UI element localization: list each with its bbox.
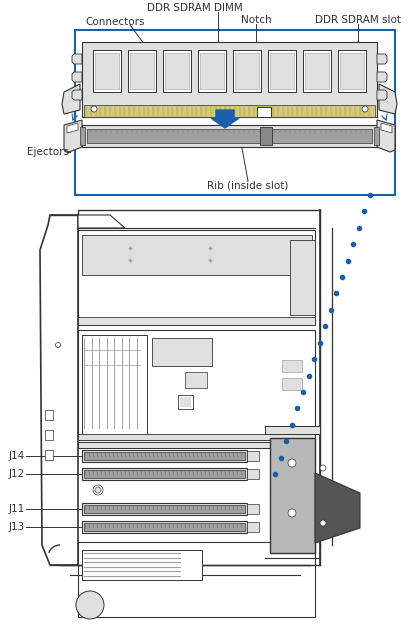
Bar xyxy=(82,42,377,117)
FancyArrow shape xyxy=(211,110,239,128)
Bar xyxy=(82,468,247,480)
Bar xyxy=(247,522,259,532)
Polygon shape xyxy=(72,90,82,100)
Bar xyxy=(45,410,53,420)
Bar xyxy=(185,372,207,388)
Bar xyxy=(82,521,247,533)
Bar xyxy=(165,53,189,89)
Bar xyxy=(268,50,296,92)
Bar xyxy=(93,50,121,92)
Text: Ejectors: Ejectors xyxy=(27,147,69,157)
Bar xyxy=(82,503,247,515)
Bar xyxy=(258,108,270,117)
Bar xyxy=(45,430,53,440)
Bar xyxy=(78,330,315,440)
Bar xyxy=(82,235,312,275)
Bar xyxy=(130,53,154,89)
Bar xyxy=(180,397,191,407)
Bar xyxy=(84,505,245,513)
Text: J13: J13 xyxy=(9,522,25,532)
Bar xyxy=(198,50,226,92)
Bar xyxy=(282,378,302,390)
Bar xyxy=(282,360,302,372)
Circle shape xyxy=(93,485,103,495)
Bar xyxy=(82,125,377,147)
Bar xyxy=(87,129,372,143)
Bar xyxy=(78,230,315,325)
Bar xyxy=(178,395,193,409)
Bar xyxy=(247,504,259,514)
Circle shape xyxy=(91,106,97,112)
Circle shape xyxy=(288,509,296,517)
Bar xyxy=(78,542,315,617)
Bar xyxy=(257,107,271,117)
Text: J11: J11 xyxy=(9,504,25,514)
Polygon shape xyxy=(257,107,271,117)
Bar xyxy=(78,434,315,440)
Circle shape xyxy=(320,465,326,471)
Circle shape xyxy=(362,106,368,112)
Polygon shape xyxy=(315,473,360,543)
Bar xyxy=(82,450,247,462)
Bar xyxy=(265,426,320,434)
Polygon shape xyxy=(72,54,82,64)
Bar xyxy=(200,53,224,89)
Polygon shape xyxy=(62,84,80,114)
Polygon shape xyxy=(64,120,82,152)
Bar xyxy=(82,550,202,580)
Polygon shape xyxy=(72,72,82,82)
Bar xyxy=(84,105,375,117)
Bar xyxy=(45,450,53,460)
Bar xyxy=(75,30,395,195)
Text: J14: J14 xyxy=(9,451,25,461)
Polygon shape xyxy=(290,240,315,315)
Text: DDR SDRAM slot: DDR SDRAM slot xyxy=(315,15,401,25)
Bar xyxy=(163,50,191,92)
Circle shape xyxy=(95,487,101,493)
Bar xyxy=(78,442,315,448)
Bar xyxy=(80,127,85,145)
Text: DDR SDRAM DIMM: DDR SDRAM DIMM xyxy=(147,3,243,13)
Circle shape xyxy=(76,591,104,619)
Bar xyxy=(305,53,329,89)
Polygon shape xyxy=(40,215,78,565)
Polygon shape xyxy=(377,120,395,152)
Bar xyxy=(374,127,379,145)
Bar xyxy=(82,335,147,435)
Circle shape xyxy=(55,343,60,348)
Bar xyxy=(338,50,366,92)
Bar xyxy=(260,127,272,145)
Bar xyxy=(95,53,119,89)
Text: J12: J12 xyxy=(9,469,25,479)
Bar xyxy=(235,53,259,89)
Polygon shape xyxy=(67,123,78,133)
Bar xyxy=(233,50,261,92)
Bar xyxy=(84,452,245,460)
Circle shape xyxy=(288,459,296,467)
Bar xyxy=(247,451,259,461)
Bar xyxy=(152,338,212,366)
Polygon shape xyxy=(377,90,387,100)
Text: Notch: Notch xyxy=(241,15,271,25)
Polygon shape xyxy=(379,84,397,114)
Bar xyxy=(84,523,245,531)
Bar xyxy=(270,438,315,553)
Polygon shape xyxy=(78,215,125,228)
Polygon shape xyxy=(381,123,392,133)
Text: Rib (inside slot): Rib (inside slot) xyxy=(207,181,289,191)
Bar xyxy=(84,470,245,478)
Polygon shape xyxy=(377,54,387,64)
Bar xyxy=(303,50,331,92)
Text: Connectors: Connectors xyxy=(85,17,145,27)
Bar xyxy=(247,469,259,479)
Bar xyxy=(270,53,294,89)
Bar xyxy=(340,53,364,89)
Bar xyxy=(128,50,156,92)
Bar xyxy=(78,317,315,325)
Circle shape xyxy=(320,520,326,526)
Polygon shape xyxy=(377,72,387,82)
